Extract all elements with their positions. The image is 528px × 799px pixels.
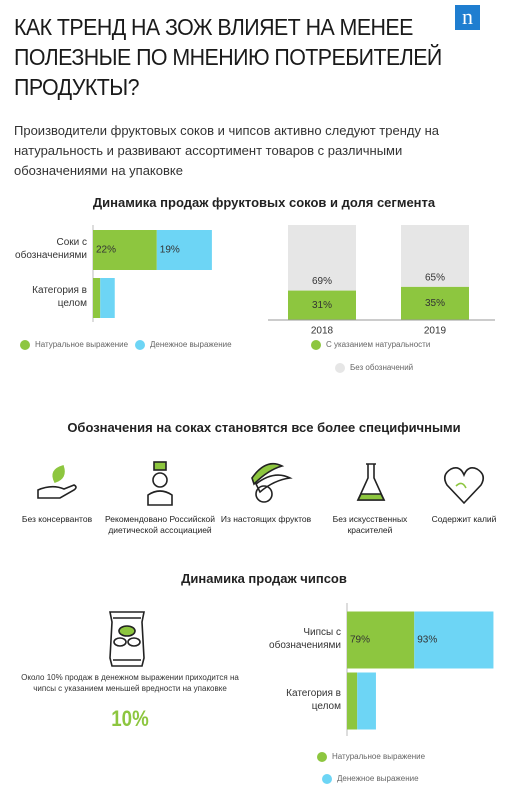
logo-box [455, 5, 480, 30]
bar-segment [288, 290, 356, 320]
bar-segment [93, 230, 157, 270]
value-label: 69% [312, 276, 332, 287]
category-label: Категория в целом [32, 285, 87, 309]
bar-segment [156, 230, 212, 270]
section-title: Динамика продаж фруктовых соков и доля с… [92, 195, 436, 210]
legend-label: С указанием натуральности [326, 340, 431, 349]
x-tick-label: 2019 [424, 326, 447, 337]
bar-segment [401, 225, 469, 287]
value-label: 93% [417, 635, 437, 646]
icon-label: Содержит калий [431, 514, 497, 524]
bar-segment [357, 672, 376, 730]
legend-swatch [135, 340, 145, 350]
icon-label: Без искусственных красителей [332, 514, 408, 535]
icon-chips-bag [109, 611, 145, 667]
legend-label: Денежное выражение [337, 774, 419, 783]
icon-label: Из настоящих фруктов [220, 514, 312, 524]
value-label: 79% [350, 635, 370, 646]
legend-label: Натуральное выражение [332, 752, 426, 761]
intro: Производители фруктовых соков и чипсов а… [14, 123, 440, 178]
legend-swatch [335, 363, 345, 373]
legend-swatch [322, 774, 332, 784]
icon-doctor [147, 461, 173, 506]
page-title: КАК ТРЕНД НА ЗОЖ ВЛИЯЕТ НА МЕНЕЕ ПОЛЕЗНЫ… [14, 14, 442, 100]
bar-segment [414, 611, 494, 669]
bar-segment [288, 225, 356, 291]
icon-fruits [251, 462, 293, 503]
section-title: Динамика продаж чипсов [181, 571, 347, 586]
note: Около 10% продаж в денежном выражении пр… [21, 673, 239, 693]
value-label: 35% [425, 298, 445, 309]
value-label: 65% [425, 272, 445, 283]
value-label: 22% [96, 245, 116, 256]
x-tick-label: 2018 [311, 326, 334, 337]
bar-segment [347, 611, 415, 669]
section-title: Обозначения на соках становятся все боле… [67, 420, 461, 435]
value-label: 19% [160, 245, 180, 256]
value-label: 31% [312, 300, 332, 311]
icons [37, 461, 485, 667]
highlight: 10% [111, 706, 149, 731]
bar-segment [401, 286, 469, 320]
legend-swatch [317, 752, 327, 762]
legend-label: Денежное выражение [150, 340, 232, 349]
category-label: Категория в целом [286, 688, 341, 712]
category-label: Чипсы с обозначениями [269, 627, 341, 651]
icon-label: Рекомендовано Российской диетической асс… [105, 514, 216, 535]
bar-segment [93, 278, 101, 318]
bar-segment [100, 278, 115, 318]
icon-flask [356, 463, 386, 501]
icon-hand-leaf [37, 465, 77, 499]
logo: n [462, 4, 473, 29]
icon-label: Без консервантов [21, 514, 93, 524]
legend-label: Без обозначений [350, 363, 414, 372]
legend-swatch [20, 340, 30, 350]
icon-heart [443, 467, 485, 505]
bar-segment [347, 672, 358, 730]
legend-swatch [311, 340, 321, 350]
category-label: Соки с обозначениями [15, 237, 87, 261]
legend-label: Натуральное выражение [35, 340, 129, 349]
